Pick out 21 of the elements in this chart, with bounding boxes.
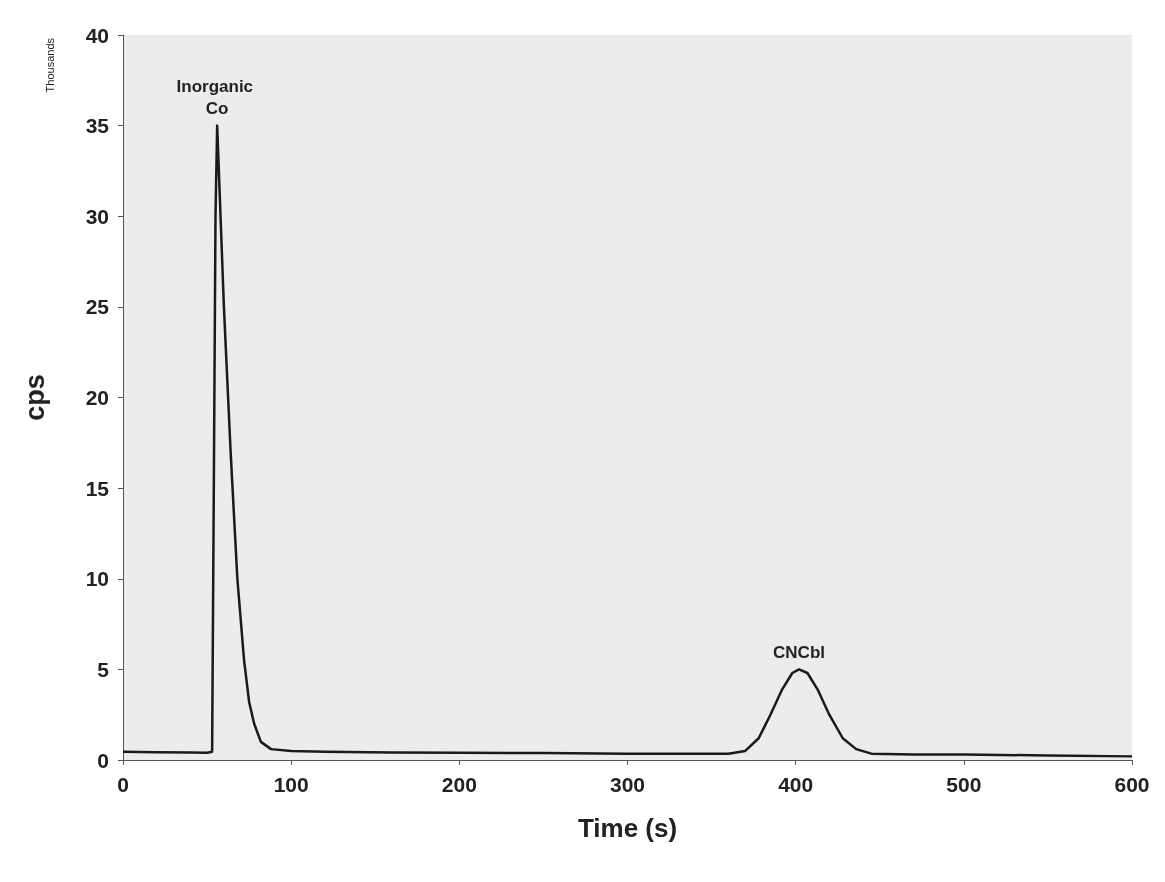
y-tick-label: 25 — [85, 295, 110, 319]
x-tick-label: 500 — [946, 773, 982, 796]
x-tick-label: 600 — [1114, 773, 1150, 796]
x-tick-label: 400 — [778, 773, 814, 796]
y-tick-label: 40 — [85, 23, 109, 47]
x-axis-title: Time (s) — [577, 813, 678, 843]
x-tick-label: 100 — [273, 773, 309, 796]
y-tick-label: 5 — [97, 657, 110, 681]
x-tick-label: 300 — [609, 773, 646, 796]
annotation: CNCbl — [773, 642, 826, 662]
y-tick-label: 30 — [85, 204, 109, 228]
y-tick-label: 10 — [85, 567, 109, 591]
x-tick-label: 0 — [117, 773, 129, 796]
annotation: Inorganic Co — [176, 77, 258, 119]
y-tick-label: 35 — [85, 114, 110, 138]
y-axis-title: cps — [19, 374, 50, 421]
text: Thousands — [43, 37, 56, 93]
x-tick-label: 200 — [441, 773, 477, 796]
y-tick-label: 0 — [97, 748, 109, 772]
y-tick-label: 15 — [85, 476, 110, 500]
y-tick-label: 20 — [85, 386, 109, 409]
